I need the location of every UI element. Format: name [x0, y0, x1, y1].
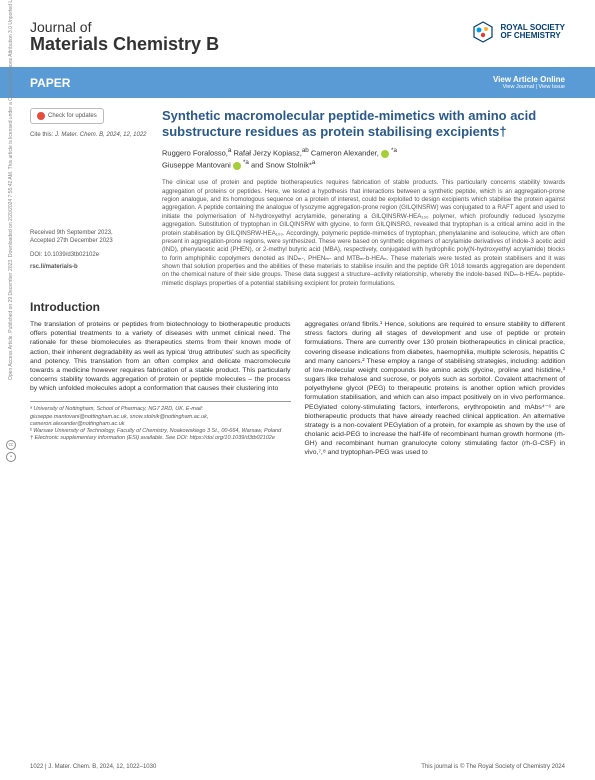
author-4: Giuseppe Mantovani: [162, 161, 231, 170]
introduction-heading: Introduction: [30, 300, 565, 314]
journal-line1: Journal of: [30, 20, 219, 35]
affiliation-b: ᵇ Warsaw University of Technology, Facul…: [30, 428, 291, 435]
rsc-short-link[interactable]: rsc.li/materials-b: [30, 264, 150, 270]
check-updates-label: Check for updates: [48, 113, 97, 119]
cite-text: J. Mater. Chem. B, 2024, 12, 1022: [55, 132, 147, 138]
footer-right: This journal is © The Royal Society of C…: [421, 764, 565, 770]
intro-para-2: aggregates or/and fibrils.¹ Hence, solut…: [305, 320, 566, 458]
abstract-text: The clinical use of protein and peptide …: [162, 179, 565, 288]
author-1: Ruggero Foralosso,: [162, 149, 228, 158]
paper-label: PAPER: [30, 76, 70, 90]
publisher-logo: ROYAL SOCIETY OF CHEMISTRY: [471, 20, 565, 44]
crossmark-icon: [37, 112, 45, 120]
by-icon: •: [6, 452, 16, 462]
journal-line2: Materials Chemistry B: [30, 35, 219, 55]
author-2-aff: ab: [302, 147, 309, 154]
footer-left: 1022 | J. Mater. Chem. B, 2024, 12, 1022…: [30, 764, 156, 770]
author-5: and Snow Stolnik*: [251, 161, 312, 170]
license-side-text: Open Access Article. Published on 29 Dec…: [8, 0, 14, 380]
introduction-section: Introduction The translation of proteins…: [0, 300, 595, 458]
main-content: Synthetic macromolecular peptide-mimetic…: [162, 108, 565, 288]
check-updates-button[interactable]: Check for updates: [30, 108, 104, 124]
paper-links[interactable]: View Article Online View Journal | View …: [493, 75, 565, 90]
author-3-aff: *a: [391, 147, 397, 154]
author-2: Rafał Jerzy Kopiasz,: [233, 149, 301, 158]
cc-badge: cc •: [6, 440, 18, 464]
orcid-icon[interactable]: [233, 162, 241, 170]
author-list: Ruggero Foralosso,a Rafał Jerzy Kopiasz,…: [162, 147, 565, 171]
paper-bar: PAPER View Article Online View Journal |…: [0, 67, 595, 98]
cc-icon: cc: [6, 440, 16, 450]
doi-text[interactable]: DOI: 10.1039/d3tb02102e: [30, 252, 150, 258]
sidebar: Check for updates Cite this: J. Mater. C…: [30, 108, 150, 288]
journal-title: Journal of Materials Chemistry B: [30, 20, 219, 55]
orcid-icon[interactable]: [381, 150, 389, 158]
page-footer: 1022 | J. Mater. Chem. B, 2024, 12, 1022…: [30, 764, 565, 770]
page-header: Journal of Materials Chemistry B ROYAL S…: [0, 0, 595, 55]
publisher-name: ROYAL SOCIETY OF CHEMISTRY: [501, 24, 565, 40]
author-1-aff: a: [228, 147, 231, 154]
accepted-date: Accepted 27th December 2023: [30, 238, 150, 246]
cite-prefix: Cite this:: [30, 132, 53, 138]
citation-block: Cite this: J. Mater. Chem. B, 2024, 12, …: [30, 132, 150, 140]
rsc-hex-icon: [471, 20, 495, 44]
view-issue-link[interactable]: View Journal | View Issue: [493, 84, 565, 90]
affiliation-si: † Electronic supplementary information (…: [30, 435, 291, 442]
view-online-link[interactable]: View Article Online: [493, 75, 565, 84]
received-date: Received 9th September 2023,: [30, 230, 150, 238]
publisher-name-2: OF CHEMISTRY: [501, 32, 565, 40]
dates-block: Received 9th September 2023, Accepted 27…: [30, 230, 150, 246]
author-3: Cameron Alexander,: [311, 149, 379, 158]
intro-para-1: The translation of proteins or peptides …: [30, 320, 291, 393]
author-5-aff: a: [312, 159, 315, 166]
affiliation-a: ᵃ University of Nottingham, School of Ph…: [30, 406, 291, 427]
author-4-aff: *a: [243, 159, 249, 166]
article-title: Synthetic macromolecular peptide-mimetic…: [162, 108, 565, 139]
affiliations-block: ᵃ University of Nottingham, School of Ph…: [30, 401, 291, 442]
